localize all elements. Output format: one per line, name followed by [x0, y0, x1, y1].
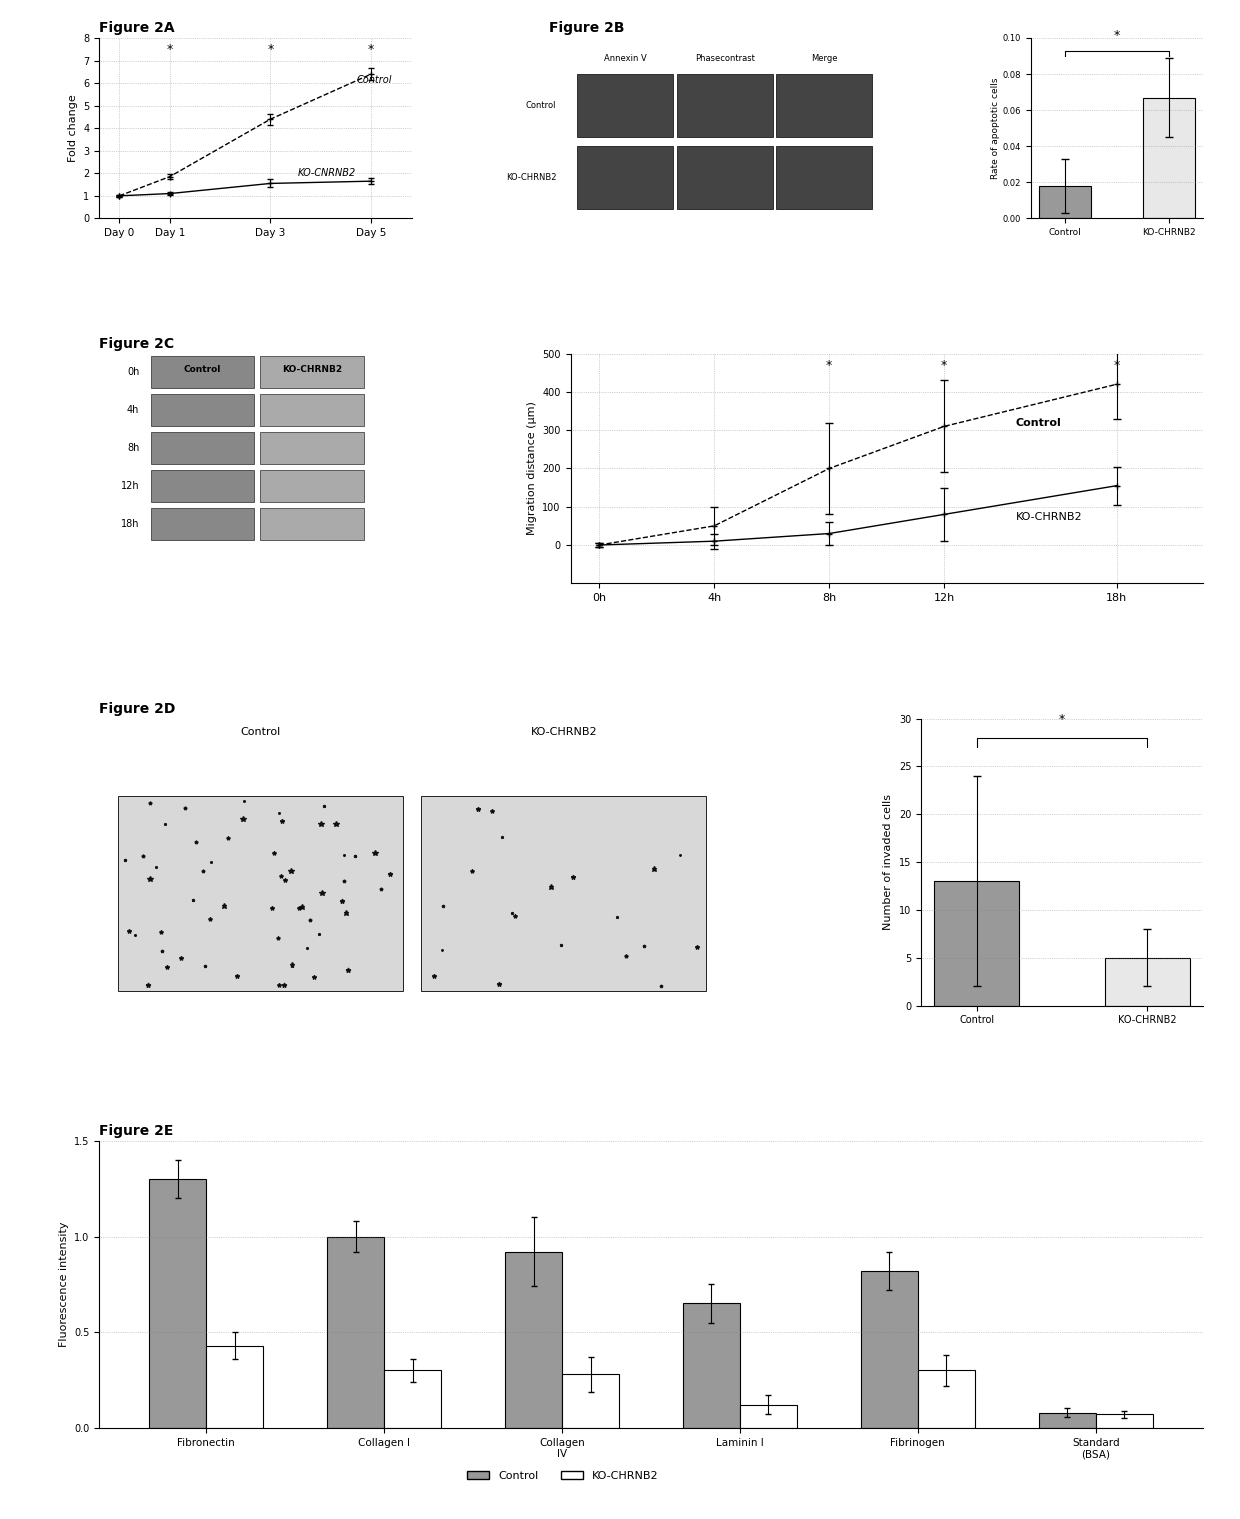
Bar — [776, 146, 873, 210]
Bar — [918, 1370, 975, 1428]
Text: *: * — [368, 43, 374, 56]
Bar — [1143, 97, 1195, 219]
Text: Phasecontrast: Phasecontrast — [694, 55, 755, 64]
Bar — [1039, 185, 1091, 219]
Bar — [934, 881, 1019, 1006]
Text: KO-CHRNB2: KO-CHRNB2 — [506, 173, 557, 182]
Bar — [776, 74, 873, 137]
Text: Figure 2E: Figure 2E — [99, 1124, 174, 1138]
Text: Figure 2B: Figure 2B — [549, 21, 625, 35]
Text: 8h: 8h — [126, 444, 139, 453]
Text: 0h: 0h — [126, 368, 139, 377]
Bar — [740, 1405, 797, 1428]
Bar — [206, 1346, 263, 1428]
Bar — [422, 796, 706, 992]
Text: *: * — [268, 43, 274, 56]
Text: *: * — [941, 358, 947, 372]
Bar — [562, 1375, 619, 1428]
Bar — [505, 1252, 562, 1428]
Text: Control: Control — [1016, 418, 1061, 428]
Legend: Control, KO-CHRNB2: Control, KO-CHRNB2 — [463, 1466, 663, 1486]
Bar — [151, 469, 254, 501]
Y-axis label: Fluorescence intensity: Fluorescence intensity — [58, 1221, 68, 1347]
Bar — [1105, 958, 1190, 1006]
Bar — [677, 146, 773, 210]
Bar — [384, 1370, 441, 1428]
Bar — [861, 1271, 918, 1428]
Text: Figure 2A: Figure 2A — [99, 21, 175, 35]
Bar — [1039, 1413, 1096, 1428]
Text: Control: Control — [356, 74, 392, 85]
Bar — [260, 355, 363, 389]
Bar — [149, 1179, 206, 1428]
Text: KO-CHRNB2: KO-CHRNB2 — [1016, 512, 1083, 523]
Text: 4h: 4h — [126, 406, 139, 415]
Y-axis label: Rate of apoptotic cells: Rate of apoptotic cells — [991, 77, 999, 179]
Bar — [151, 431, 254, 463]
Text: KO-CNRNB2: KO-CNRNB2 — [298, 167, 356, 178]
Text: *: * — [166, 43, 172, 56]
Y-axis label: Fold change: Fold change — [68, 94, 78, 163]
Text: Control: Control — [184, 365, 222, 374]
Bar — [327, 1236, 384, 1428]
Bar — [151, 393, 254, 425]
Text: *: * — [1059, 714, 1065, 726]
Bar — [577, 74, 673, 137]
Bar — [260, 469, 363, 501]
Bar — [260, 507, 363, 539]
Bar — [683, 1303, 740, 1428]
Text: 12h: 12h — [120, 480, 139, 491]
Text: Control: Control — [526, 102, 557, 109]
Bar — [577, 146, 673, 210]
Y-axis label: Migration distance (μm): Migration distance (μm) — [527, 401, 537, 535]
Bar — [260, 393, 363, 425]
Text: *: * — [1114, 358, 1120, 372]
Text: Annexin V: Annexin V — [604, 55, 646, 64]
Bar — [151, 507, 254, 539]
Y-axis label: Number of invaded cells: Number of invaded cells — [883, 794, 894, 930]
Text: KO-CHRNB2: KO-CHRNB2 — [281, 365, 342, 374]
Text: Figure 2D: Figure 2D — [99, 702, 176, 715]
Text: Merge: Merge — [811, 55, 837, 64]
Text: 18h: 18h — [122, 518, 139, 529]
Text: Figure 2C: Figure 2C — [99, 337, 175, 351]
Bar — [1096, 1414, 1153, 1428]
Text: *: * — [826, 358, 832, 372]
Text: *: * — [1114, 29, 1120, 41]
Bar — [677, 74, 773, 137]
Text: KO-CHRNB2: KO-CHRNB2 — [531, 728, 596, 737]
Bar — [118, 796, 403, 992]
Bar — [260, 431, 363, 463]
Text: Control: Control — [241, 728, 280, 737]
Bar — [151, 355, 254, 389]
